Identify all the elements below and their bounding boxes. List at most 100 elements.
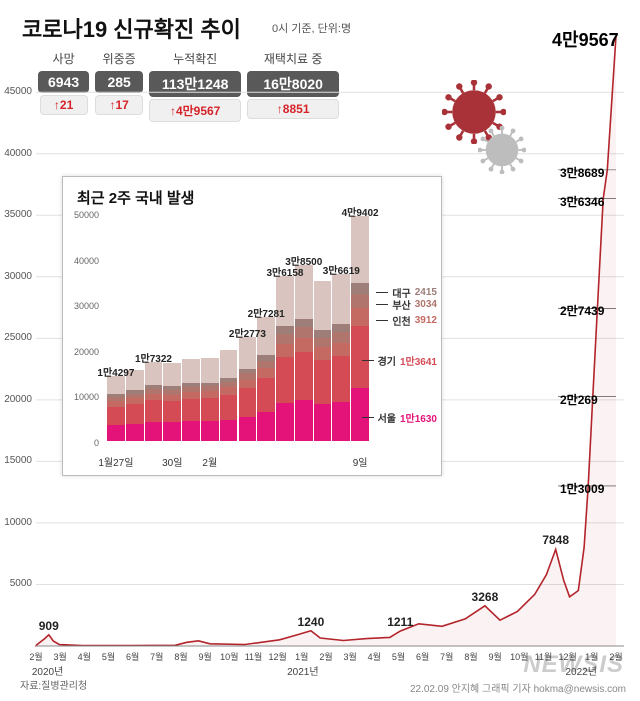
inset-two-week-chart: 최근 2주 국내 발생 010000200003000040000500001만…: [62, 176, 442, 476]
inset-bar-segment: [295, 352, 313, 400]
inset-bar-segment: [145, 400, 163, 422]
inset-bar-segment: [145, 385, 163, 389]
inset-bar-segment: [239, 337, 257, 368]
inset-bar-segment: [182, 421, 200, 441]
x-tick: 4월: [78, 650, 91, 663]
inset-bar-segment: [351, 283, 369, 294]
inset-bar: [276, 213, 294, 441]
inset-bar-segment: [332, 324, 350, 332]
inset-bar-segment: [201, 358, 219, 383]
inset-bar-segment: [295, 400, 313, 441]
inset-bar-segment: [276, 357, 294, 403]
inset-x-tick: 9일: [353, 454, 368, 469]
inset-bar-segment: [332, 402, 350, 441]
inset-title: 최근 2주 국내 발생: [77, 187, 194, 208]
inset-bar-total: 3만8500: [285, 253, 322, 268]
x-tick: 5월: [102, 650, 115, 663]
inset-bar-segment: [314, 330, 332, 338]
x-tick: 1월: [585, 650, 598, 663]
inset-bar-segment: [257, 412, 275, 441]
inset-bar-segment: [182, 383, 200, 387]
inset-x-tick: 30일: [162, 454, 182, 469]
peak-label: 1211: [387, 615, 413, 629]
x-tick: 3월: [54, 650, 67, 663]
inset-bar-segment: [276, 344, 294, 357]
y-tick: 10000: [2, 517, 32, 528]
x-tick: 12월: [559, 650, 577, 663]
inset-bar-segment: [182, 387, 200, 392]
inset-bar-segment: [314, 281, 332, 329]
inset-bar: [295, 213, 313, 441]
inset-bar: [332, 213, 350, 441]
y-tick: 15000: [2, 455, 32, 466]
x-tick: 11월: [535, 650, 553, 663]
inset-bar-segment: [201, 421, 219, 441]
inset-bar-segment: [220, 382, 238, 387]
inset-bar: [314, 213, 332, 441]
inset-bar-segment: [107, 394, 125, 397]
side-annotation: 4만9567: [552, 26, 619, 52]
inset-bar-total: 1만4297: [97, 364, 134, 379]
inset-bar-segment: [107, 401, 125, 406]
x-tick: 2월: [609, 650, 622, 663]
inset-y-tick: 40000: [69, 256, 99, 266]
inset-y-tick: 20000: [69, 347, 99, 357]
inset-bar-segment: [145, 394, 163, 400]
inset-bar-segment: [163, 363, 181, 386]
x-tick: 10월: [220, 650, 238, 663]
inset-bar-segment: [276, 334, 294, 344]
inset-y-tick: 10000: [69, 392, 99, 402]
inset-bar-segment: [126, 398, 144, 404]
side-annotation: 3만6346: [560, 193, 604, 210]
x-tick: 8월: [464, 650, 477, 663]
inset-legend-item: 경기1만3641: [362, 353, 437, 368]
inset-bar-segment: [220, 378, 238, 382]
inset-bar-segment: [126, 394, 144, 398]
x-tick: 6월: [416, 650, 429, 663]
inset-bar-segment: [239, 388, 257, 417]
x-tick: 10월: [510, 650, 528, 663]
side-annotation: 1만3009: [560, 480, 604, 497]
inset-bar-total: 1만7322: [135, 350, 172, 365]
inset-bar-segment: [314, 404, 332, 441]
inset-x-tick: 1월27일: [98, 454, 133, 469]
inset-bar-segment: [295, 338, 313, 352]
credit-text: 22.02.09 안지혜 그래픽 기자 hokma@newsis.com: [410, 680, 626, 695]
inset-bar-segment: [257, 361, 275, 369]
inset-bar-segment: [295, 327, 313, 338]
inset-bar-segment: [220, 420, 238, 441]
y-tick: 20000: [2, 394, 32, 405]
inset-y-tick: 50000: [69, 210, 99, 220]
inset-bar-segment: [257, 368, 275, 378]
inset-bar-segment: [126, 390, 144, 393]
year-label: 2021년: [287, 663, 318, 678]
inset-legend-item: 서울1만1630: [362, 410, 437, 425]
inset-bar-segment: [314, 360, 332, 404]
x-tick: 8월: [174, 650, 187, 663]
inset-bar-segment: [107, 397, 125, 401]
inset-legend-item: 부산3034: [376, 297, 437, 312]
y-tick: 40000: [2, 148, 32, 159]
inset-bar-segment: [145, 389, 163, 394]
year-label: 2022년: [565, 663, 596, 678]
inset-bar-total: 2만2773: [229, 325, 266, 340]
inset-bar-segment: [201, 386, 219, 391]
inset-bar-segment: [201, 391, 219, 398]
inset-bar-segment: [239, 380, 257, 388]
inset-bar-segment: [145, 422, 163, 441]
inset-bar-segment: [126, 404, 144, 424]
peak-label: 7848: [542, 533, 569, 547]
x-tick: 6월: [126, 650, 139, 663]
side-annotation: 3만8689: [560, 164, 604, 181]
peak-label: 909: [39, 619, 59, 633]
inset-x-tick: 2월: [202, 454, 217, 469]
inset-bar-segment: [314, 347, 332, 360]
inset-bar-segment: [332, 274, 350, 324]
x-tick: 1월: [295, 650, 308, 663]
y-tick: 35000: [2, 209, 32, 220]
inset-bar-segment: [201, 398, 219, 421]
side-annotation: 2만7439: [560, 302, 604, 319]
inset-bar-segment: [107, 407, 125, 425]
y-tick: 45000: [2, 86, 32, 97]
inset-bar-segment: [126, 424, 144, 441]
